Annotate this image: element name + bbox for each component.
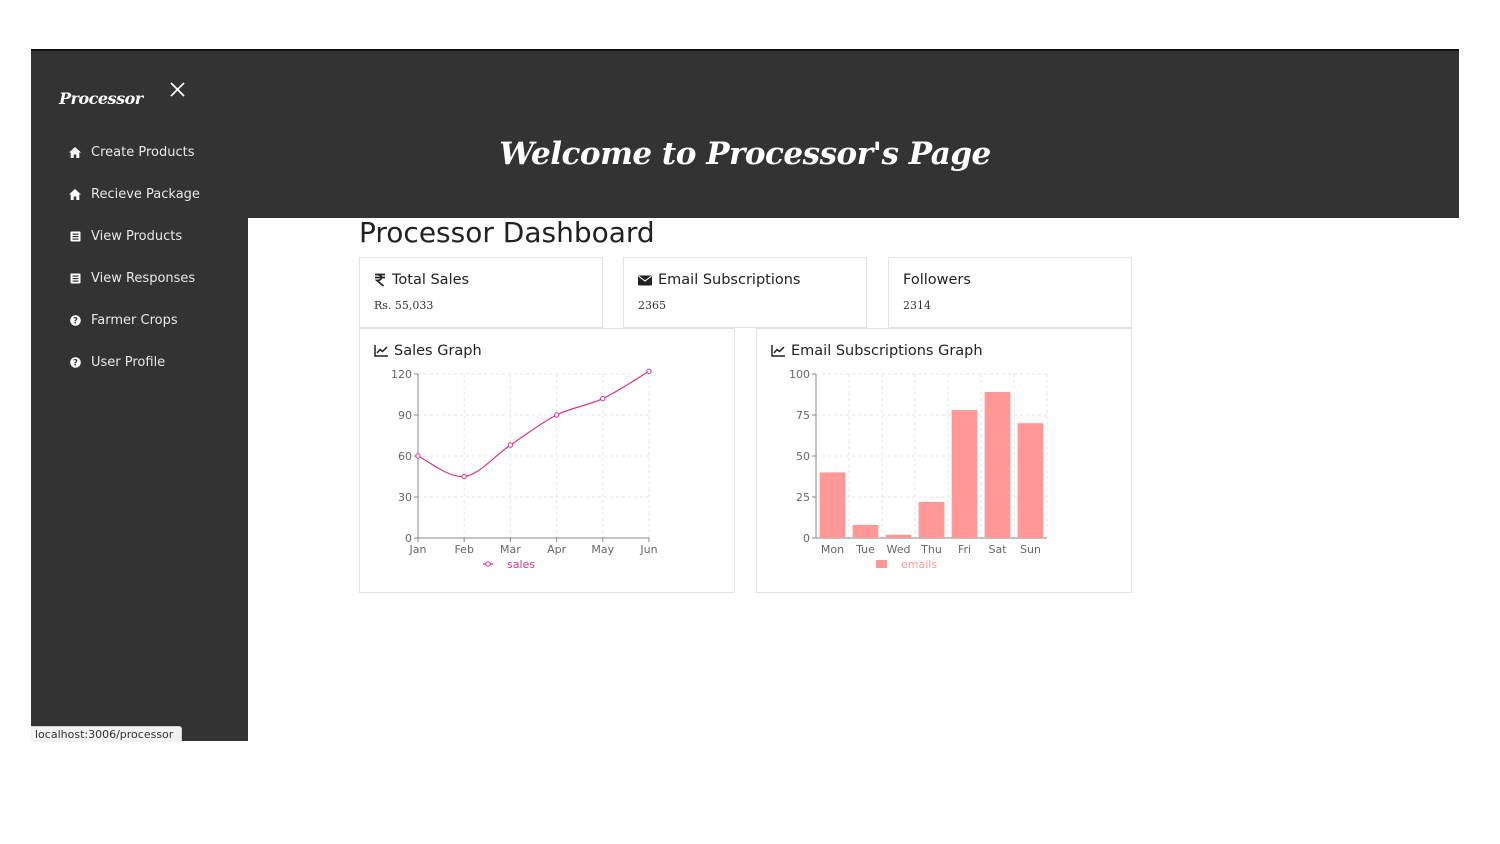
email-bar — [984, 392, 1011, 538]
legend-label-sales: sales — [507, 558, 535, 571]
x-tick-label: May — [591, 543, 614, 556]
sales-data-point — [415, 453, 421, 459]
y-tick-label: 0 — [803, 532, 810, 545]
list-icon — [68, 229, 82, 243]
home-icon — [68, 187, 82, 201]
x-tick-label: Jan — [409, 543, 427, 556]
question-circle-icon: ? — [68, 355, 82, 369]
x-tick-label: Fri — [958, 543, 971, 556]
y-tick-label: 100 — [789, 368, 810, 381]
sidebar-item-label: Farmer Crops — [91, 312, 178, 328]
sidebar-item-view-responses[interactable]: View Responses — [31, 257, 248, 299]
legend-label-emails: emails — [901, 558, 937, 571]
x-tick-label: Feb — [454, 543, 473, 556]
email-bar-chart: 0 25 50 75 100 Mon Tue Wed Thu Fri Sat Sun emails — [789, 368, 1048, 571]
email-bar — [885, 534, 912, 538]
email-subscriptions-value: 2365 — [638, 299, 666, 312]
sales-line-chart: 0 30 60 90 120 Jan Feb Mar Apr May Jun sales — [391, 368, 658, 571]
followers-title: Followers — [903, 272, 971, 288]
close-sidebar-button[interactable] — [167, 79, 189, 101]
y-tick-label: 30 — [398, 491, 412, 504]
sidebar-item-label: View Products — [91, 228, 183, 244]
email-graph-title: Email Subscriptions Graph — [791, 343, 983, 359]
x-tick-label: Mon — [821, 543, 844, 556]
x-tick-label: Thu — [920, 543, 942, 556]
brand-title: Processor — [59, 89, 143, 108]
email-subscriptions-title: Email Subscriptions — [658, 272, 801, 288]
sales-data-point — [646, 368, 652, 374]
window-top-border — [31, 49, 1459, 51]
x-tick-label: Tue — [855, 543, 875, 556]
total-sales-title: Total Sales — [392, 272, 470, 288]
y-tick-label: 0 — [405, 532, 412, 545]
sidebar-item-farmer-crops[interactable]: ? Farmer Crops — [31, 299, 248, 341]
total-sales-card: Total Sales Rs. 55,033 — [359, 257, 603, 328]
home-icon — [68, 145, 82, 159]
sales-graph-title: Sales Graph — [394, 343, 482, 359]
y-tick-label: 60 — [398, 450, 412, 463]
browser-status-url: localhost:3006/processor — [31, 726, 183, 742]
y-tick-label: 90 — [398, 409, 412, 422]
email-bar — [918, 501, 945, 538]
y-tick-label: 120 — [391, 368, 412, 381]
legend-marker-dot — [485, 561, 491, 567]
x-tick-label: Sat — [988, 543, 1007, 556]
sidebar-item-label: Recieve Package — [91, 186, 200, 202]
email-graph-card: Email Subscriptions Graph 0 25 50 75 100 Mon T… — [756, 328, 1132, 593]
sidebar: Processor Create Products Recieve Packag… — [31, 51, 248, 741]
sidebar-item-recieve-package[interactable]: Recieve Package — [31, 173, 248, 215]
close-icon — [170, 82, 185, 97]
sales-data-point — [461, 473, 467, 480]
welcome-heading: Welcome to Processor's Page — [499, 136, 991, 172]
x-tick-label: Sun — [1020, 543, 1041, 556]
sales-graph-card: Sales Graph 0 30 60 90 120 Jan Feb Mar Apr May Jun… — [359, 328, 735, 593]
x-tick-label: Jun — [639, 543, 657, 556]
list-icon — [68, 271, 82, 285]
y-tick-label: 50 — [796, 450, 810, 463]
sidebar-item-label: View Responses — [91, 270, 196, 286]
x-tick-label: Wed — [887, 543, 911, 556]
x-tick-label: Apr — [547, 543, 567, 556]
sales-data-point — [600, 395, 606, 402]
email-subscriptions-card: Email Subscriptions 2365 — [623, 257, 867, 328]
legend-marker — [876, 560, 887, 568]
email-bar — [1017, 423, 1044, 538]
followers-card: Followers 2314 — [888, 257, 1132, 328]
y-tick-label: 75 — [796, 409, 810, 422]
sidebar-item-label: Create Products — [91, 144, 195, 160]
sidebar-item-label: User Profile — [91, 354, 166, 370]
followers-value: 2314 — [903, 299, 931, 312]
question-circle-icon: ? — [68, 313, 82, 327]
sidebar-item-user-profile[interactable]: ? User Profile — [31, 341, 248, 383]
envelope-icon — [638, 275, 652, 286]
sales-data-point — [553, 412, 560, 418]
sidebar-nav: Create Products Recieve Package View Pro… — [31, 131, 248, 383]
rupee-icon — [374, 273, 386, 287]
svg-text:?: ? — [73, 316, 78, 325]
y-tick-label: 25 — [796, 491, 810, 504]
line-chart-icon — [771, 345, 785, 357]
page-header: Welcome to Processor's Page — [31, 51, 1459, 218]
line-chart-icon — [374, 345, 388, 357]
sidebar-item-view-products[interactable]: View Products — [31, 215, 248, 257]
sidebar-item-create-products[interactable]: Create Products — [31, 131, 248, 173]
x-tick-label: Mar — [500, 543, 521, 556]
page-title: Processor Dashboard — [359, 216, 655, 249]
sales-series-line — [417, 370, 650, 478]
email-bar — [852, 524, 879, 538]
email-bar — [951, 410, 978, 538]
email-bar — [819, 472, 846, 538]
total-sales-value: Rs. 55,033 — [374, 299, 434, 312]
svg-text:?: ? — [73, 358, 78, 367]
sales-data-point — [507, 442, 514, 448]
